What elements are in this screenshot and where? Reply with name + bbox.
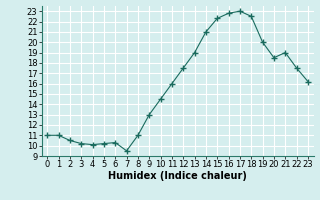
X-axis label: Humidex (Indice chaleur): Humidex (Indice chaleur) [108, 171, 247, 181]
